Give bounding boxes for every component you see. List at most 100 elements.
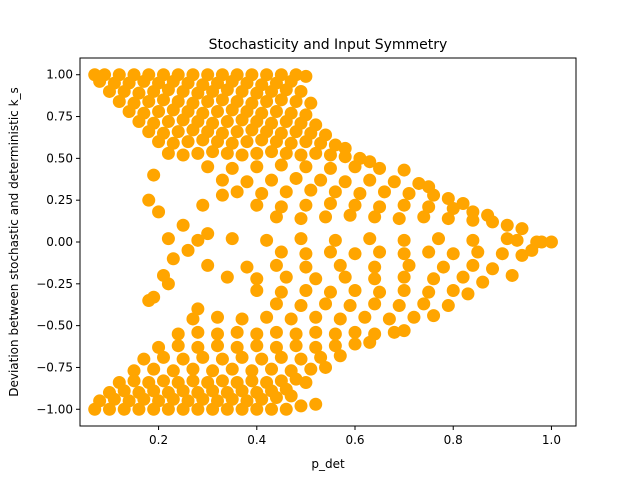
data-point bbox=[240, 260, 254, 274]
data-point bbox=[397, 284, 411, 298]
data-point bbox=[299, 160, 313, 174]
data-point bbox=[127, 374, 141, 388]
data-point bbox=[265, 173, 279, 187]
data-point bbox=[500, 232, 514, 246]
data-point bbox=[309, 146, 323, 160]
data-point bbox=[117, 402, 131, 416]
data-point bbox=[397, 198, 411, 212]
data-point bbox=[348, 247, 362, 261]
data-point bbox=[368, 260, 382, 274]
data-point bbox=[181, 243, 195, 257]
data-point bbox=[279, 402, 293, 416]
data-point bbox=[274, 285, 288, 299]
data-point bbox=[284, 389, 298, 403]
data-point bbox=[392, 212, 406, 226]
data-point bbox=[304, 362, 318, 376]
data-point bbox=[240, 175, 254, 189]
data-point bbox=[191, 402, 205, 416]
data-point bbox=[348, 284, 362, 298]
data-point bbox=[515, 222, 529, 236]
y-tick-label: 1.00 bbox=[46, 68, 73, 82]
data-point bbox=[211, 105, 224, 119]
data-point bbox=[456, 197, 470, 211]
data-point bbox=[338, 270, 352, 284]
y-tick-label: −0.25 bbox=[36, 277, 73, 291]
data-point bbox=[466, 213, 480, 227]
data-point bbox=[122, 105, 136, 119]
data-point bbox=[299, 284, 313, 298]
data-point bbox=[191, 302, 205, 316]
data-point bbox=[176, 148, 190, 162]
data-point bbox=[314, 350, 328, 364]
data-point bbox=[112, 94, 126, 108]
data-point bbox=[137, 352, 151, 366]
data-point bbox=[220, 83, 234, 97]
data-point bbox=[191, 233, 205, 247]
data-point bbox=[373, 161, 387, 175]
data-point bbox=[461, 287, 475, 301]
data-point bbox=[201, 258, 215, 272]
data-point bbox=[294, 148, 308, 162]
data-point bbox=[240, 135, 254, 149]
data-point bbox=[323, 161, 337, 175]
data-point bbox=[333, 258, 347, 272]
data-point bbox=[392, 299, 406, 313]
y-tick-label: 0.25 bbox=[46, 193, 73, 207]
data-point bbox=[309, 325, 323, 339]
y-tick-label: −1.00 bbox=[36, 402, 73, 416]
data-point bbox=[323, 285, 337, 299]
data-point bbox=[304, 183, 318, 197]
data-point bbox=[274, 245, 288, 259]
data-point bbox=[368, 210, 382, 224]
data-point bbox=[142, 94, 156, 108]
data-point bbox=[544, 235, 558, 249]
data-point bbox=[255, 133, 269, 147]
data-point bbox=[176, 84, 190, 98]
data-point bbox=[314, 136, 328, 150]
data-point bbox=[284, 312, 298, 326]
y-tick-label: 0.00 bbox=[46, 235, 73, 249]
data-point bbox=[220, 146, 234, 160]
data-point bbox=[245, 123, 259, 137]
chart-title: Stochasticity and Input Symmetry bbox=[209, 37, 448, 53]
data-point bbox=[206, 364, 220, 378]
data-point bbox=[132, 115, 146, 129]
data-point bbox=[147, 384, 161, 398]
data-point bbox=[235, 350, 249, 364]
data-point bbox=[422, 245, 436, 259]
data-point bbox=[294, 232, 308, 246]
data-point bbox=[137, 74, 151, 88]
data-point bbox=[211, 327, 224, 341]
data-point bbox=[166, 252, 180, 266]
data-point bbox=[250, 327, 264, 341]
data-point bbox=[186, 374, 200, 388]
data-point bbox=[206, 402, 220, 416]
data-point bbox=[250, 86, 264, 100]
data-point bbox=[166, 392, 180, 406]
data-point bbox=[230, 340, 244, 354]
data-point bbox=[215, 352, 229, 366]
data-point bbox=[201, 227, 215, 241]
data-point bbox=[328, 233, 342, 247]
data-point bbox=[387, 325, 401, 339]
data-point bbox=[363, 173, 377, 187]
data-point bbox=[289, 327, 303, 341]
data-point bbox=[191, 325, 205, 339]
data-point bbox=[206, 145, 220, 159]
data-point bbox=[225, 362, 239, 376]
data-point bbox=[196, 350, 210, 364]
data-point bbox=[495, 247, 509, 261]
data-point bbox=[152, 135, 166, 149]
data-point bbox=[206, 384, 220, 398]
data-point bbox=[255, 352, 269, 366]
data-point bbox=[363, 335, 377, 349]
data-point bbox=[338, 175, 352, 189]
y-tick-label: −0.50 bbox=[36, 319, 73, 333]
data-point bbox=[441, 192, 455, 206]
data-point bbox=[137, 392, 151, 406]
data-point bbox=[486, 215, 500, 229]
data-point bbox=[486, 262, 500, 276]
x-tick-label: 1.0 bbox=[542, 433, 561, 447]
data-point bbox=[338, 150, 352, 164]
data-point bbox=[176, 352, 190, 366]
